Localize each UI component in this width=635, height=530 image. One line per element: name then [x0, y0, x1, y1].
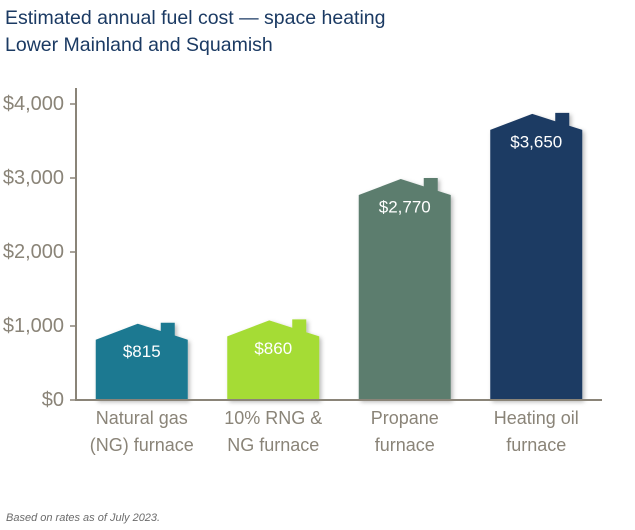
- footnote: Based on rates as of July 2023.: [6, 512, 161, 524]
- y-tick-label: $4,000: [3, 93, 64, 115]
- bar-value-label: $815: [123, 342, 161, 361]
- x-tick-label: Natural gas (NG) furnace: [90, 408, 194, 455]
- chart-title-line: Estimated annual fuel cost — space heati…: [5, 7, 386, 29]
- y-tick-label: $0: [42, 389, 64, 411]
- x-tick-label: 10% RNG & NG furnace: [224, 408, 322, 455]
- x-axis-labels: Natural gas (NG) furnace 10% RNG & NG furna…: [90, 408, 579, 455]
- bars-group: $815 $860 $2,770 $3,650: [95, 112, 583, 401]
- bar: [490, 112, 583, 401]
- y-axis-ticks: $0 $1,000 $2,000 $3,000 $4,000: [3, 93, 76, 411]
- bar: [227, 319, 320, 400]
- x-tick-label: Propane furnace: [371, 408, 439, 455]
- bar: [95, 322, 188, 400]
- chart-title: Estimated annual fuel cost — space heati…: [5, 5, 385, 59]
- y-tick-label: $2,000: [3, 241, 64, 263]
- chart-subtitle: Lower Mainland and Squamish: [5, 34, 273, 56]
- bar-value-label: $2,770: [379, 198, 431, 217]
- bar: [358, 178, 451, 400]
- y-tick-label: $1,000: [3, 315, 64, 337]
- x-tick-label: Heating oil furnace: [494, 408, 579, 455]
- bar-value-label: $860: [254, 339, 292, 358]
- y-tick-label: $3,000: [3, 167, 64, 189]
- bar-value-label: $3,650: [510, 132, 562, 151]
